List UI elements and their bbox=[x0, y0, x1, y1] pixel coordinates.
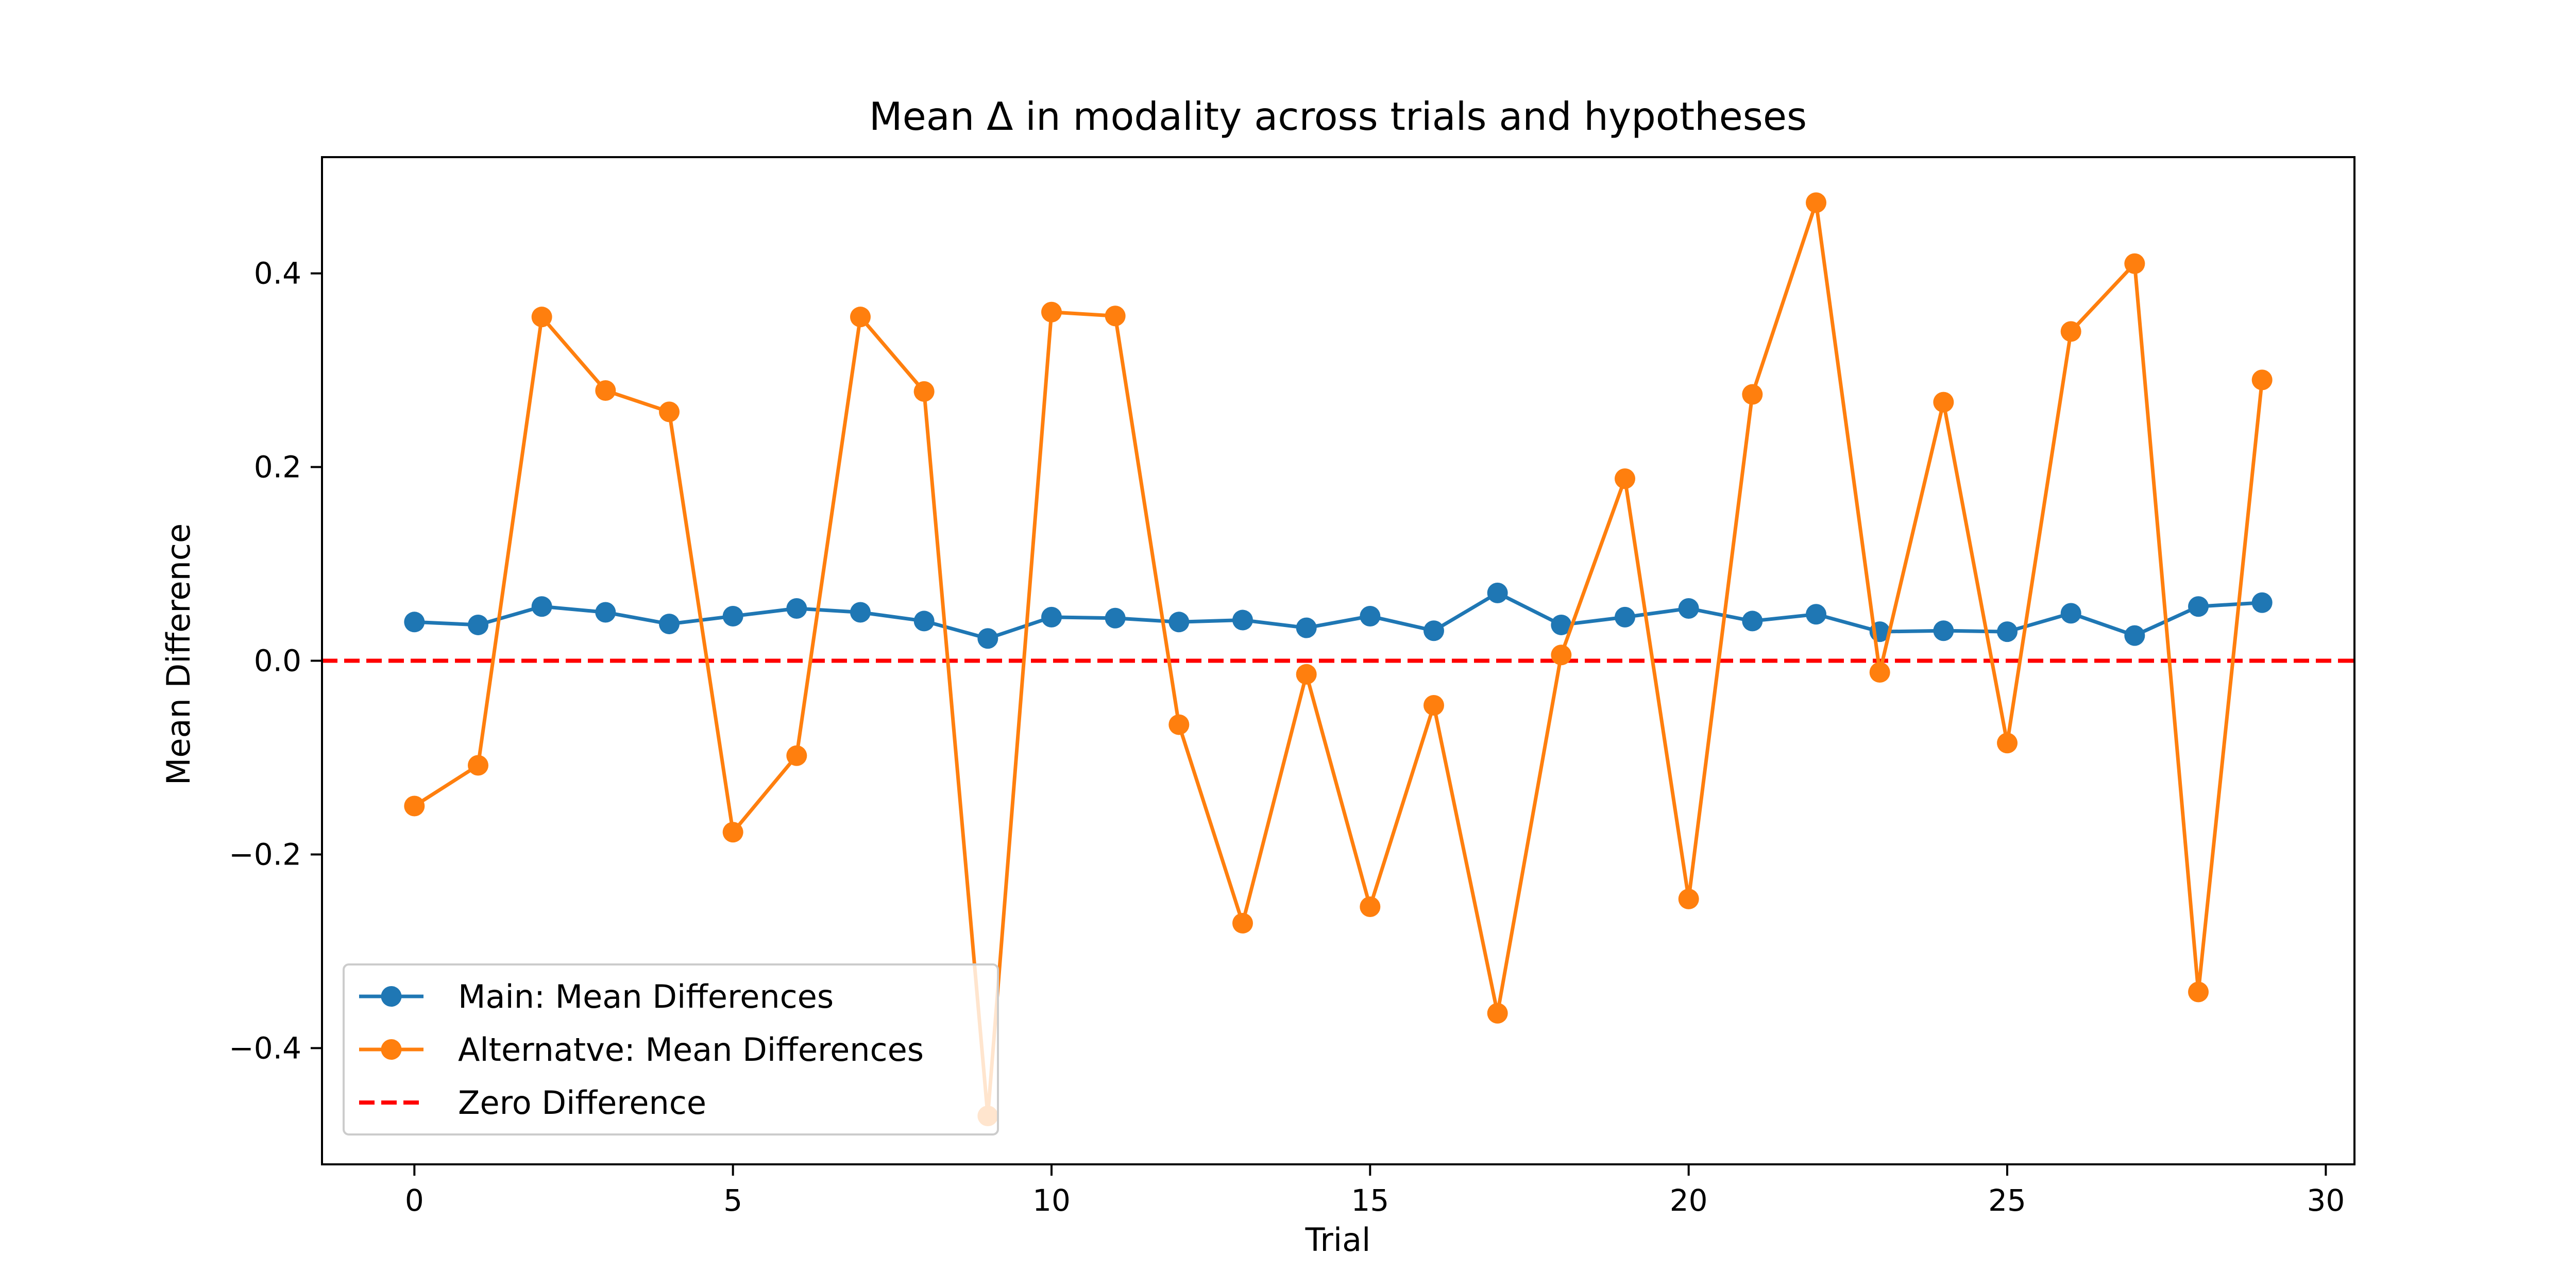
series-1-point bbox=[1487, 582, 1508, 603]
series-1-point bbox=[1933, 620, 1954, 641]
series-1-point bbox=[913, 611, 935, 632]
legend-swatch-marker bbox=[381, 986, 402, 1007]
legend-swatch-marker bbox=[381, 1039, 402, 1060]
series-2-point bbox=[1487, 1003, 1508, 1024]
series-2-point bbox=[1232, 912, 1253, 934]
series-1-point bbox=[1806, 604, 1827, 625]
series-2-point bbox=[2251, 369, 2273, 391]
series-2-point bbox=[722, 822, 743, 843]
series-2-point bbox=[1105, 306, 1126, 327]
series-2-point bbox=[1869, 662, 1890, 683]
series-1-point bbox=[404, 612, 425, 633]
series-2-point bbox=[1551, 645, 1572, 666]
series-1-point bbox=[1360, 606, 1381, 627]
series-2-point bbox=[404, 795, 425, 817]
series-2-point bbox=[595, 380, 616, 401]
x-tick-label: 15 bbox=[1351, 1183, 1389, 1218]
series-1-point bbox=[2060, 603, 2081, 624]
x-tick-label: 0 bbox=[405, 1183, 424, 1218]
series-2-point bbox=[658, 401, 680, 422]
series-1-point bbox=[1997, 621, 2018, 642]
series-1-point bbox=[850, 602, 871, 623]
series-1-point bbox=[658, 614, 680, 635]
legend: Main: Mean Differences Alternatve: Mean D… bbox=[343, 963, 999, 1136]
series-2-point bbox=[1423, 694, 1445, 716]
x-tick-label: 30 bbox=[2307, 1183, 2345, 1218]
series-1-point bbox=[531, 596, 552, 617]
series-1-point bbox=[1615, 606, 1636, 628]
series-2-point bbox=[2060, 321, 2081, 342]
legend-label: Zero Difference bbox=[458, 1084, 706, 1122]
y-tick-label: −0.2 bbox=[229, 837, 301, 872]
series-2-point bbox=[850, 307, 871, 328]
x-axis-label: Trial bbox=[1305, 1221, 1371, 1259]
series-1-point bbox=[722, 606, 743, 627]
series-1-line bbox=[414, 591, 2262, 640]
series-1-point bbox=[1423, 620, 1445, 641]
series-1-point bbox=[1232, 609, 1253, 631]
series-2-point bbox=[1041, 301, 1062, 323]
series-2-point bbox=[1806, 192, 1827, 213]
x-tick-label: 5 bbox=[723, 1183, 742, 1218]
y-tick-label: 0.0 bbox=[254, 643, 301, 679]
series-1-point bbox=[595, 602, 616, 623]
series-1-point bbox=[786, 598, 807, 619]
series-1-point bbox=[1105, 607, 1126, 629]
y-tick-label: −0.4 bbox=[229, 1030, 301, 1065]
series-1-point bbox=[1678, 598, 1699, 619]
series-1-point bbox=[1742, 611, 1763, 632]
series-2-point bbox=[467, 755, 488, 776]
series-1-point bbox=[1551, 614, 1572, 635]
series-1-point bbox=[1168, 612, 1190, 633]
series-1-point bbox=[467, 614, 488, 635]
legend-box bbox=[343, 963, 999, 1136]
legend-label: Main: Mean Differences bbox=[458, 978, 834, 1015]
series-2-point bbox=[786, 745, 807, 766]
series-1-point bbox=[2124, 625, 2145, 646]
series-2-point bbox=[2188, 981, 2209, 1003]
series-2-point bbox=[1678, 888, 1699, 909]
series-1-point bbox=[2251, 592, 2273, 613]
x-tick-label: 20 bbox=[1670, 1183, 1708, 1218]
legend-label: Alternatve: Mean Differences bbox=[458, 1031, 924, 1069]
x-tick-label: 10 bbox=[1032, 1183, 1071, 1218]
series-2-point bbox=[2124, 253, 2145, 274]
series-1-point bbox=[1041, 606, 1062, 628]
series-2-point bbox=[531, 307, 552, 328]
series-2-point bbox=[1360, 896, 1381, 917]
series-1-point bbox=[2188, 596, 2209, 617]
series-2-point bbox=[1615, 468, 1636, 489]
series-2-point bbox=[1933, 392, 1954, 413]
chart-title: Mean Δ in modality across trials and hyp… bbox=[869, 94, 1807, 139]
plot-frame bbox=[321, 156, 2355, 1165]
series-2-point bbox=[1168, 714, 1190, 735]
plot-area: 0 5 10 15 20 25 30 −0.4 −0.2 0.0 0.2 0.4 bbox=[229, 156, 2355, 1218]
series-2-line bbox=[413, 200, 2264, 1118]
y-tick-label: 0.2 bbox=[254, 450, 301, 485]
series-2-point bbox=[1742, 384, 1763, 405]
series-1-point bbox=[1296, 617, 1317, 638]
series-2-point bbox=[1997, 733, 2018, 754]
x-tick-label: 25 bbox=[1988, 1183, 2026, 1218]
series-2-point bbox=[913, 381, 935, 402]
series-1-point bbox=[977, 628, 998, 649]
y-axis-label: Mean Difference bbox=[160, 523, 197, 785]
series-2-point bbox=[1296, 664, 1317, 685]
y-tick-label: 0.4 bbox=[254, 256, 301, 291]
